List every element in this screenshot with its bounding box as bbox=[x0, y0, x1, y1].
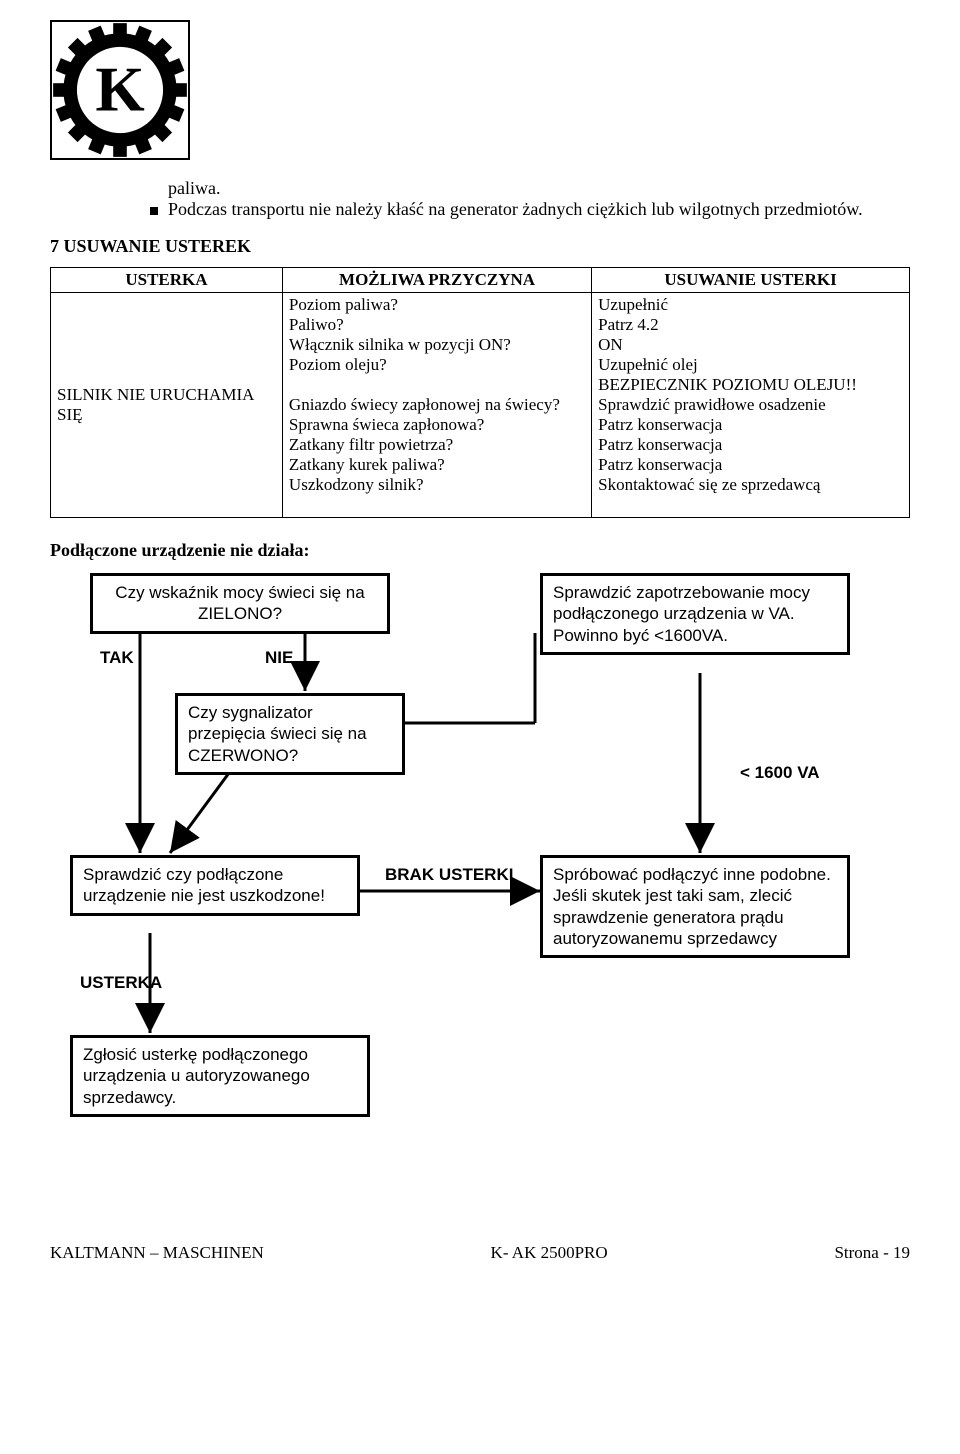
remedy-line: Uzupełnić olej bbox=[598, 355, 903, 375]
flow-label-nie: NIE bbox=[265, 648, 293, 668]
footer-right: Strona - 19 bbox=[834, 1243, 910, 1263]
flowchart: Czy wskaźnik mocy świeci się na ZIELONO?… bbox=[50, 573, 910, 1213]
footer-left: KALTMANN – MASCHINEN bbox=[50, 1243, 264, 1263]
flow-box-1: Czy wskaźnik mocy świeci się na ZIELONO? bbox=[90, 573, 390, 634]
flow-label-usterka: USTERKA bbox=[80, 973, 162, 993]
table-row: SILNIK NIE URUCHAMIA SIĘ Poziom paliwa? … bbox=[51, 293, 910, 518]
cause-line: Poziom paliwa? bbox=[289, 295, 585, 315]
cause-line: Paliwo? bbox=[289, 315, 585, 335]
cause-line: Zatkany filtr powietrza? bbox=[289, 435, 585, 455]
remedy-line: BEZPIECZNIK POZIOMU OLEJU!! bbox=[598, 375, 903, 395]
remedy-line: Patrz 4.2 bbox=[598, 315, 903, 335]
cause-line: Zatkany kurek paliwa? bbox=[289, 455, 585, 475]
table-header-1: USTERKA bbox=[51, 268, 283, 293]
cause-line bbox=[289, 375, 585, 395]
cause-line: Włącznik silnika w pozycji ON? bbox=[289, 335, 585, 355]
remedy-line: Patrz konserwacja bbox=[598, 455, 903, 475]
cause-line: Poziom oleju? bbox=[289, 355, 585, 375]
page-footer: KALTMANN – MASCHINEN K- AK 2500PRO Stron… bbox=[50, 1243, 910, 1263]
table-header-2: MOŻLIWA PRZYCZYNA bbox=[282, 268, 591, 293]
flow-box-4: Zgłosić usterkę podłączonego urządzenia … bbox=[70, 1035, 370, 1117]
table-remedies-cell: Uzupełnić Patrz 4.2 ON Uzupełnić olej BE… bbox=[592, 293, 910, 518]
table-header-3: USUWANIE USTERKI bbox=[592, 268, 910, 293]
remedy-line: Skontaktować się ze sprzedawcą bbox=[598, 475, 903, 495]
bullet-icon bbox=[150, 207, 158, 215]
svg-text:K: K bbox=[95, 53, 144, 124]
flow-box-3: Sprawdzić czy podłączone urządzenie nie … bbox=[70, 855, 360, 916]
remedy-line: Patrz konserwacja bbox=[598, 415, 903, 435]
logo-box: K bbox=[50, 20, 190, 160]
cause-line: Gniazdo świecy zapłonowej na świecy? bbox=[289, 395, 585, 415]
cause-line: Sprawna świeca zapłonowa? bbox=[289, 415, 585, 435]
flow-label-tak: TAK bbox=[100, 648, 134, 668]
fault-table: USTERKA MOŻLIWA PRZYCZYNA USUWANIE USTER… bbox=[50, 267, 910, 518]
remedy-line: ON bbox=[598, 335, 903, 355]
intro-line-1: paliwa. bbox=[168, 178, 910, 199]
table-row-label: SILNIK NIE URUCHAMIA SIĘ bbox=[51, 293, 283, 518]
intro-block: paliwa. Podczas transportu nie należy kł… bbox=[150, 178, 910, 220]
remedy-line: Sprawdzić prawidłowe osadzenie bbox=[598, 395, 903, 415]
flow-label-lt1600: < 1600 VA bbox=[740, 763, 820, 783]
gear-logo-icon: K bbox=[52, 22, 188, 158]
remedy-line: Patrz konserwacja bbox=[598, 435, 903, 455]
flow-box-2: Czy sygnalizator przepięcia świeci się n… bbox=[175, 693, 405, 775]
cause-line: Uszkodzony silnik? bbox=[289, 475, 585, 495]
intro-bullet-text: Podczas transportu nie należy kłaść na g… bbox=[168, 199, 863, 220]
table-causes-cell: Poziom paliwa? Paliwo? Włącznik silnika … bbox=[282, 293, 591, 518]
flow-box-5: Sprawdzić zapotrzebowanie mocy podłączon… bbox=[540, 573, 850, 655]
flow-subhead: Podłączone urządzenie nie działa: bbox=[50, 540, 910, 561]
section-heading: 7 USUWANIE USTEREK bbox=[50, 236, 910, 257]
intro-bullet-line: Podczas transportu nie należy kłaść na g… bbox=[150, 199, 910, 220]
remedy-line: Uzupełnić bbox=[598, 295, 903, 315]
table-header-row: USTERKA MOŻLIWA PRZYCZYNA USUWANIE USTER… bbox=[51, 268, 910, 293]
footer-center: K- AK 2500PRO bbox=[491, 1243, 608, 1263]
flow-label-brak: BRAK USTERKI bbox=[385, 865, 513, 885]
flow-box-6: Spróbować podłączyć inne podobne. Jeśli … bbox=[540, 855, 850, 958]
